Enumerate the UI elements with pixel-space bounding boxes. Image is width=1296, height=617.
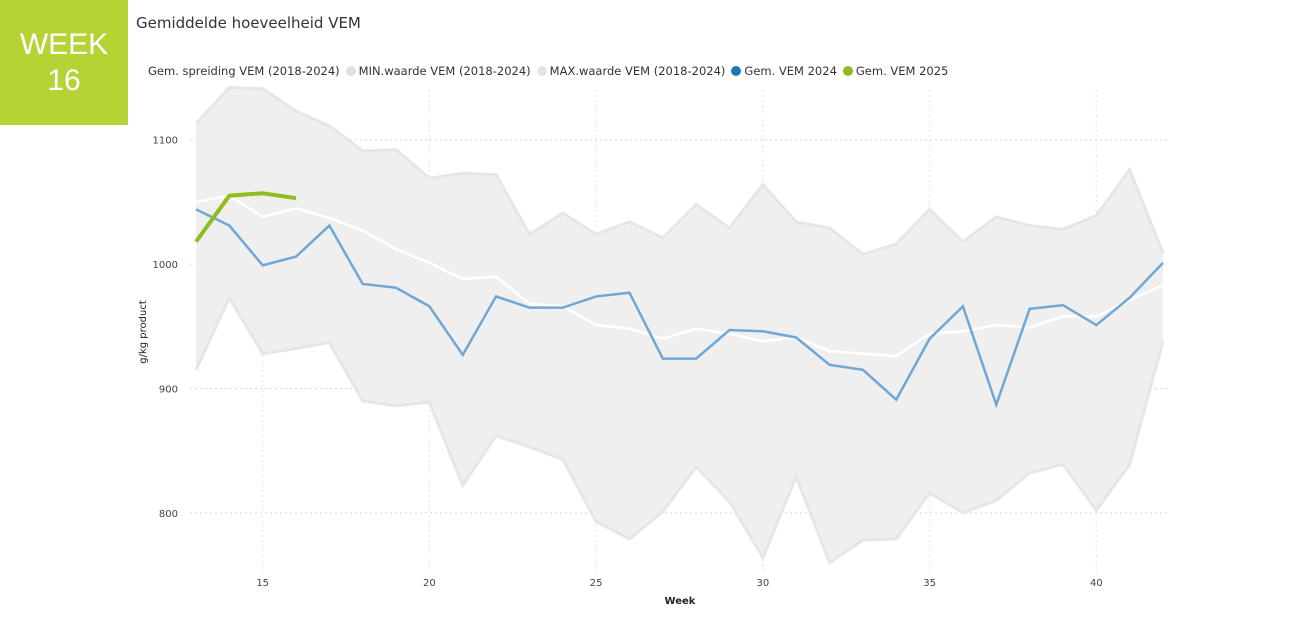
x-tick-label-30: 30 xyxy=(756,578,769,589)
x-tick-label-40: 40 xyxy=(1090,578,1103,589)
y-axis-ticks: 800 900 1000 1100 xyxy=(153,136,178,520)
y-tick-label-1000: 1000 xyxy=(153,260,178,271)
week-badge-number: 16 xyxy=(47,64,81,97)
line-spread xyxy=(195,194,1164,358)
week-badge: WEEK 16 xyxy=(0,0,128,125)
y-tick-label-800: 800 xyxy=(159,509,178,520)
x-tick-label-35: 35 xyxy=(923,578,936,589)
legend-item-spread[interactable]: Gem. spreiding VEM (2018-2024) xyxy=(148,64,340,78)
y-tick-label-1100: 1100 xyxy=(153,136,178,147)
series-lines xyxy=(194,85,1165,565)
x-axis-label: Week xyxy=(665,596,696,607)
y-axis-label: g/kg product xyxy=(138,300,149,364)
x-tick-label-20: 20 xyxy=(423,578,436,589)
x-axis-ticks: 15 20 25 30 35 40 xyxy=(256,578,1102,589)
x-tick-label-25: 25 xyxy=(590,578,603,589)
line-min xyxy=(194,294,1165,565)
line-2025 xyxy=(194,191,297,243)
x-tick-label-15: 15 xyxy=(256,578,269,589)
legend-item-min[interactable]: MIN.waarde VEM (2018-2024) xyxy=(345,64,531,78)
legend-dot-2025 xyxy=(842,66,853,76)
legend-item-2025[interactable]: Gem. VEM 2025 xyxy=(842,64,949,78)
legend-dot-max xyxy=(536,66,547,76)
legend-label-2025: Gem. VEM 2025 xyxy=(855,64,949,78)
legend-label-spread: Gem. spreiding VEM (2018-2024) xyxy=(148,64,340,78)
chart-title: Gemiddelde hoeveelheid VEM xyxy=(136,14,361,32)
legend-label-2024: Gem. VEM 2024 xyxy=(744,64,837,78)
band-fill-min-max xyxy=(196,87,1163,563)
chart-legend: Gem. spreiding VEM (2018-2024) MIN.waard… xyxy=(148,64,954,78)
legend-item-2024[interactable]: Gem. VEM 2024 xyxy=(731,64,837,78)
legend-label-max: MAX.waarde VEM (2018-2024) xyxy=(549,64,726,78)
line-max xyxy=(194,85,1165,256)
line-2024 xyxy=(195,208,1164,409)
legend-dot-2024 xyxy=(731,66,742,76)
legend-label-min: MIN.waarde VEM (2018-2024) xyxy=(358,64,531,78)
week-badge-label: WEEK xyxy=(19,28,109,61)
legend-dot-min xyxy=(345,66,356,76)
range-band xyxy=(196,87,1163,563)
legend-item-max[interactable]: MAX.waarde VEM (2018-2024) xyxy=(536,64,726,78)
y-tick-label-900: 900 xyxy=(159,384,178,395)
